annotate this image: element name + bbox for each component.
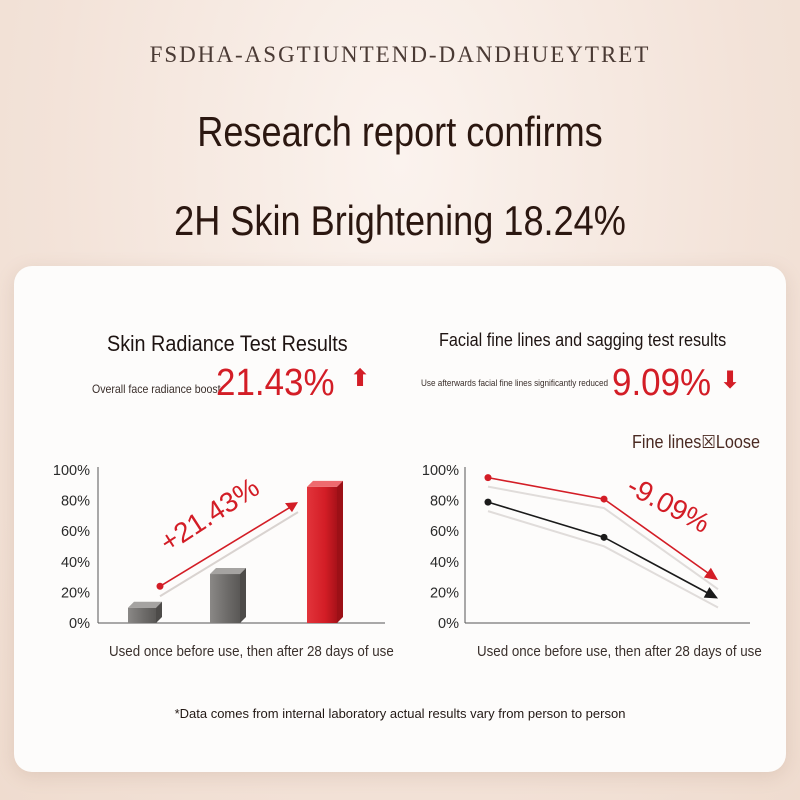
right-y-tick-label: 0% <box>438 616 459 632</box>
headline-brightening: 2H Skin Brightening 18.24% <box>174 197 626 244</box>
left-bar-side <box>156 601 162 623</box>
left-y-tick-label: 20% <box>61 585 90 601</box>
right-big-value: 9.09% <box>612 362 712 404</box>
right-chart-caption: Used once before use, then after 28 days… <box>477 644 762 660</box>
left-bar-side <box>240 568 246 623</box>
arrow-down-icon: ⬇ <box>720 367 741 394</box>
right-series-point <box>484 498 492 506</box>
right-annotation: -9.09% <box>622 470 715 539</box>
results-card <box>14 266 786 772</box>
arrow-up-icon: ⬆ <box>350 365 371 392</box>
left-y-tick-label: 0% <box>69 616 90 632</box>
left-chart-title: Skin Radiance Test Results <box>107 331 348 356</box>
right-series-arrowhead <box>703 567 718 581</box>
right-chart-subtitle: Use afterwards facial fine lines signifi… <box>421 378 609 389</box>
right-series-shadow <box>487 485 719 590</box>
left-y-tick-label: 60% <box>61 524 90 540</box>
right-y-tick-label: 60% <box>430 524 459 540</box>
right-series-point <box>600 533 608 541</box>
right-y-tick-label: 100% <box>422 463 459 479</box>
left-bar-top <box>210 568 246 575</box>
right-chart-legend: Fine lines☒Loose <box>632 432 760 452</box>
left-bar-top <box>307 480 343 487</box>
left-trend-line <box>159 505 293 587</box>
left-y-tick-label: 80% <box>61 494 90 510</box>
right-series-point <box>484 474 492 482</box>
right-y-tick-label: 20% <box>430 585 459 601</box>
left-bar-top <box>128 601 162 608</box>
left-y-tick-label: 40% <box>61 555 90 571</box>
left-trend-shadow <box>159 511 299 598</box>
left-y-tick-label: 100% <box>53 463 90 479</box>
right-chart-title: Facial fine lines and sagging test resul… <box>439 330 727 350</box>
left-chart-subtitle: Overall face radiance boost <box>92 382 221 396</box>
brand-name: FSDHA-ASGTIUNTEND-DANDHUEYTRET <box>149 42 651 67</box>
right-series-arrowhead <box>703 587 718 599</box>
left-bar-side <box>337 480 343 623</box>
left-bar <box>307 486 337 623</box>
left-trend-point <box>156 582 164 590</box>
right-series-point <box>600 495 608 503</box>
right-y-tick-label: 80% <box>430 494 459 510</box>
right-y-tick-label: 40% <box>430 555 459 571</box>
left-bar <box>128 607 156 623</box>
left-trend-arrowhead <box>285 502 298 513</box>
left-bar <box>210 574 240 623</box>
right-series-shadow <box>487 510 719 609</box>
left-big-value: 21.43% <box>216 362 335 404</box>
headline-research: Research report confirms <box>197 108 603 155</box>
left-annotation: +21.43% <box>154 471 264 558</box>
right-line-chart: 0% 20% 40% 60% 80% 100% -9.09% <box>422 463 750 632</box>
left-bar-chart: 0% 20% 40% 60% 80% 100% +21.43% <box>53 463 385 632</box>
left-chart-caption: Used once before use, then after 28 days… <box>109 644 394 660</box>
footnote: *Data comes from internal laboratory act… <box>174 706 626 721</box>
